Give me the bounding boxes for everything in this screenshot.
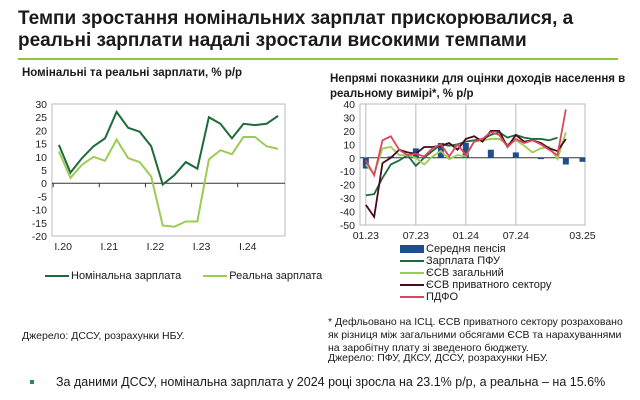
bar bbox=[487, 149, 494, 158]
bar bbox=[462, 142, 469, 158]
y-tick-label: 20 bbox=[35, 125, 47, 137]
x-tick-label: 03.25 bbox=[569, 230, 595, 242]
x-tick-label: I.20 bbox=[54, 241, 72, 250]
y-tick-label: 0 bbox=[41, 178, 47, 190]
bullet-icon bbox=[30, 380, 34, 384]
y-tick-label: 5 bbox=[41, 165, 47, 177]
y-tick-label: -50 bbox=[340, 220, 355, 232]
bar bbox=[562, 157, 569, 165]
y-tick-label: -40 bbox=[340, 207, 355, 219]
left-source: Джерело: ДССУ, розрахунки НБУ. bbox=[22, 330, 185, 342]
y-tick-label: -20 bbox=[340, 180, 355, 192]
series-line bbox=[58, 136, 279, 228]
legend-label: Реальна зарплата bbox=[229, 270, 323, 282]
y-tick-label: 10 bbox=[343, 139, 355, 151]
right-note: * Дефльовано на ІСЦ. ЄСВ приватного сект… bbox=[328, 316, 623, 354]
legend-swatch bbox=[203, 275, 228, 277]
legend-label: Номінальна зарплата bbox=[71, 270, 182, 282]
x-tick-label: I.23 bbox=[193, 241, 211, 250]
left-legend: Номінальна зарплата Реальна зарплата bbox=[45, 270, 322, 282]
plot-frame bbox=[359, 103, 586, 226]
x-tick-label: I.21 bbox=[101, 241, 119, 250]
legend-item: Реальна зарплата bbox=[203, 270, 322, 282]
left-chart-title: Номінальні та реальні зарплати, % р/р bbox=[22, 67, 243, 79]
y-tick-label: 40 bbox=[343, 100, 355, 111]
bar bbox=[362, 157, 369, 169]
legend-item: Номінальна зарплата bbox=[45, 270, 181, 282]
page-title: Темпи зростання номінальних зарплат прис… bbox=[18, 8, 574, 51]
title-divider bbox=[18, 58, 618, 60]
x-tick-label: I.24 bbox=[239, 241, 257, 250]
y-tick-label: 25 bbox=[35, 112, 47, 124]
y-tick-label: -10 bbox=[32, 205, 47, 217]
y-tick-label: 30 bbox=[343, 112, 355, 124]
x-tick-label: 01.24 bbox=[453, 230, 479, 242]
y-tick-label: -10 bbox=[340, 166, 355, 178]
series-line bbox=[57, 109, 279, 187]
legend-swatch bbox=[400, 245, 424, 253]
right-legend: Середня пенсія Зарплата ПФУ ЄСВ загальний Є… bbox=[400, 243, 551, 303]
y-tick-label: -15 bbox=[32, 218, 47, 230]
legend-swatch bbox=[45, 275, 69, 277]
legend-label: Середня пенсія bbox=[426, 243, 506, 255]
y-tick-label: -30 bbox=[340, 193, 355, 205]
legend-item: ПДФО bbox=[400, 291, 551, 303]
right-chart-title: Непрямі показники для оцінки доходів нас… bbox=[330, 73, 626, 100]
bar bbox=[512, 152, 519, 158]
y-tick-label: -20 bbox=[32, 231, 47, 243]
plot-frame bbox=[51, 103, 286, 237]
series-line bbox=[365, 109, 567, 178]
x-tick-label: I.22 bbox=[147, 241, 165, 250]
legend-label: ЄСВ загальний bbox=[426, 267, 504, 279]
legend-item: ЄСВ загальний bbox=[400, 267, 551, 279]
y-tick-label: 10 bbox=[35, 152, 47, 164]
y-tick-label: 20 bbox=[343, 126, 355, 138]
y-tick-label: -5 bbox=[38, 191, 47, 203]
legend-item: ЄСВ приватного сектору bbox=[400, 279, 551, 291]
bullet-text: За даними ДССУ, номінальна зарплата у 20… bbox=[56, 375, 606, 389]
x-tick-label: 01.23 bbox=[353, 230, 379, 242]
legend-swatch bbox=[400, 272, 424, 274]
bullet-item: За даними ДССУ, номінальна зарплата у 20… bbox=[30, 375, 605, 389]
bar bbox=[537, 157, 544, 160]
right-source: Джерело: ПФУ, ДКСУ, ДССУ, розрахунки НБУ… bbox=[328, 352, 549, 364]
legend-item: Середня пенсія bbox=[400, 243, 551, 255]
x-tick-label: 07.23 bbox=[403, 230, 429, 242]
legend-label: ПДФО bbox=[426, 291, 459, 303]
y-tick-label: 0 bbox=[349, 153, 355, 165]
bar bbox=[579, 157, 586, 162]
legend-item: Зарплата ПФУ bbox=[400, 255, 551, 267]
legend-swatch bbox=[400, 296, 424, 298]
legend-label: ЄСВ приватного сектору bbox=[426, 279, 552, 291]
legend-swatch bbox=[400, 260, 424, 262]
y-tick-label: 30 bbox=[35, 99, 47, 111]
legend-swatch bbox=[400, 284, 424, 286]
x-tick-label: 07.24 bbox=[503, 230, 529, 242]
y-tick-label: 15 bbox=[35, 139, 47, 151]
legend-label: Зарплата ПФУ bbox=[426, 255, 500, 267]
